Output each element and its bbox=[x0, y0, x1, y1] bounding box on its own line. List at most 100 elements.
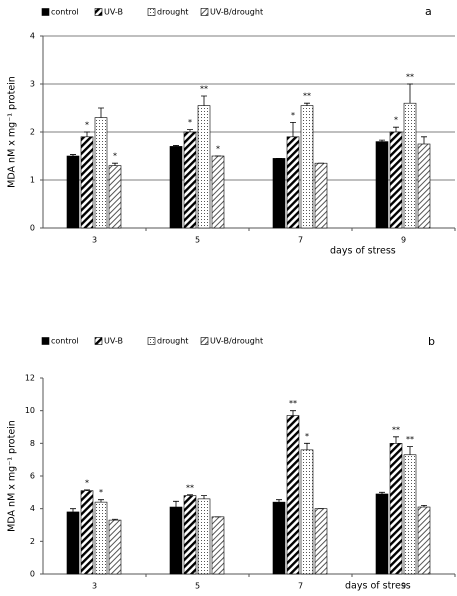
error-bar bbox=[112, 518, 118, 521]
y-tick-label: 2 bbox=[30, 128, 35, 137]
y-tick-label: 4 bbox=[30, 32, 35, 41]
error-bar bbox=[304, 442, 310, 450]
error-bar bbox=[407, 83, 413, 104]
x-axis-label: days of stress bbox=[330, 246, 396, 257]
y-tick-label: 2 bbox=[30, 537, 35, 546]
significance-marker: ** bbox=[392, 425, 400, 434]
significance-marker: * bbox=[85, 478, 89, 487]
legend-swatch bbox=[94, 337, 103, 345]
y-tick-label: 3 bbox=[30, 80, 35, 89]
y-axis-label: MDA nM x mg⁻¹ protein bbox=[7, 420, 18, 532]
legend-swatch bbox=[147, 337, 156, 345]
legend-swatch bbox=[200, 8, 209, 16]
x-tick-label: 3 bbox=[92, 236, 97, 245]
bar bbox=[197, 498, 211, 575]
legend-label: drought bbox=[157, 337, 188, 346]
significance-marker: ** bbox=[186, 483, 194, 492]
error-bar bbox=[290, 410, 296, 416]
y-tick-label: 10 bbox=[25, 406, 35, 415]
error-bar bbox=[84, 131, 90, 137]
x-tick-label: 9 bbox=[401, 236, 406, 245]
legend-label: UV-B bbox=[104, 8, 123, 17]
bar bbox=[108, 519, 122, 575]
significance-marker: ** bbox=[406, 73, 414, 82]
legend-label: control bbox=[51, 8, 79, 17]
legend-swatch bbox=[41, 8, 50, 16]
significance-marker: * bbox=[188, 118, 192, 127]
significance-marker: * bbox=[291, 111, 295, 120]
bar bbox=[272, 501, 286, 575]
y-tick-label: 1 bbox=[30, 176, 35, 185]
panel-title: a bbox=[425, 5, 432, 18]
legend-label: UV-B bbox=[104, 337, 123, 346]
error-bar bbox=[379, 139, 385, 142]
significance-marker: ** bbox=[200, 85, 208, 94]
bar bbox=[286, 415, 300, 575]
bar bbox=[183, 131, 197, 229]
y-tick-label: 4 bbox=[30, 504, 35, 513]
bar bbox=[94, 117, 108, 229]
error-bar bbox=[393, 436, 399, 444]
bar bbox=[403, 102, 417, 229]
bar bbox=[272, 158, 286, 229]
y-tick-label: 0 bbox=[30, 570, 35, 579]
y-tick-label: 8 bbox=[30, 439, 35, 448]
x-axis-label: days of stress bbox=[345, 581, 411, 592]
error-bar bbox=[98, 107, 104, 118]
significance-marker: * bbox=[216, 145, 220, 154]
x-tick-label: 7 bbox=[298, 582, 303, 591]
bar bbox=[183, 495, 197, 575]
error-bar bbox=[98, 499, 104, 503]
significance-marker: * bbox=[394, 116, 398, 125]
bar bbox=[417, 506, 431, 575]
bar bbox=[66, 511, 80, 575]
error-bar bbox=[187, 129, 193, 132]
legend-swatch bbox=[147, 8, 156, 16]
bar bbox=[197, 105, 211, 229]
bar bbox=[66, 155, 80, 229]
error-bar bbox=[421, 136, 427, 144]
error-bar bbox=[379, 491, 385, 494]
bar bbox=[108, 165, 122, 229]
y-tick-label: 12 bbox=[25, 374, 35, 383]
significance-marker: ** bbox=[289, 399, 297, 408]
x-tick-label: 7 bbox=[298, 236, 303, 245]
error-bar bbox=[393, 126, 399, 132]
bar bbox=[314, 508, 328, 575]
bar bbox=[314, 162, 328, 229]
x-tick-label: 5 bbox=[195, 236, 200, 245]
bar bbox=[389, 131, 403, 229]
legend-label: control bbox=[51, 337, 79, 346]
error-bar bbox=[173, 500, 179, 508]
bar bbox=[403, 454, 417, 575]
error-bar bbox=[421, 505, 427, 508]
y-tick-label: 6 bbox=[30, 472, 35, 481]
x-tick-label: 5 bbox=[195, 582, 200, 591]
panel-title: b bbox=[428, 335, 435, 348]
bar bbox=[211, 155, 225, 229]
bar bbox=[300, 105, 314, 229]
significance-marker: * bbox=[99, 488, 103, 497]
error-bar bbox=[201, 95, 207, 106]
bar bbox=[94, 501, 108, 575]
bar bbox=[80, 136, 94, 229]
significance-marker: * bbox=[85, 121, 89, 130]
significance-marker: ** bbox=[303, 92, 311, 101]
error-bar bbox=[70, 508, 76, 512]
error-bar bbox=[187, 494, 193, 496]
bar bbox=[417, 143, 431, 229]
bar bbox=[80, 490, 94, 575]
significance-marker: ** bbox=[406, 435, 414, 444]
legend-label: UV-B/drought bbox=[210, 337, 263, 346]
y-tick-label: 0 bbox=[30, 224, 35, 233]
x-tick-label: 3 bbox=[92, 582, 97, 591]
bar bbox=[211, 516, 225, 575]
y-axis-label: MDA nM x mg⁻¹ protein bbox=[7, 76, 18, 188]
legend-label: UV-B/drought bbox=[210, 8, 263, 17]
error-bar bbox=[304, 102, 310, 106]
error-bar bbox=[112, 162, 118, 166]
error-bar bbox=[173, 145, 179, 147]
legend-label: drought bbox=[157, 8, 188, 17]
bar bbox=[169, 506, 183, 575]
